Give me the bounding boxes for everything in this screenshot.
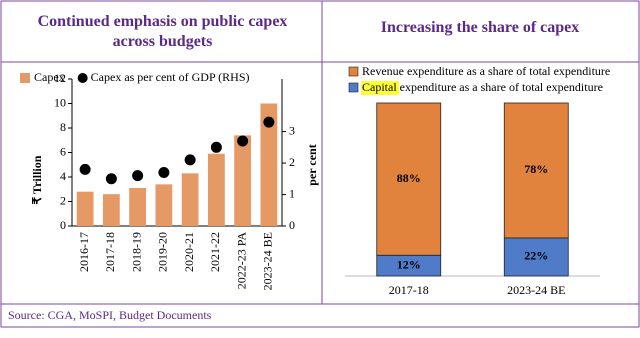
x-tick-label: 2023-24 BE — [507, 283, 565, 297]
bar — [260, 103, 278, 226]
bar — [102, 194, 120, 226]
frame — [0, 0, 640, 328]
bar — [181, 173, 199, 226]
x-tick-label: 2019-20 — [156, 232, 170, 272]
y-tick-label: 4 — [60, 169, 66, 183]
y2-axis-label: per cent — [305, 144, 319, 185]
dot — [263, 116, 275, 128]
x-tick-label: 2021-22 — [208, 232, 222, 272]
legend-swatch — [20, 73, 30, 83]
y2-tick-label: 0 — [289, 218, 295, 232]
x-tick-label: 2022-23 PA — [234, 232, 248, 290]
data-label: 78% — [524, 162, 548, 176]
dot — [210, 141, 222, 153]
legend-label: Capital expenditure as a share of total … — [362, 80, 603, 94]
dot — [132, 170, 144, 182]
y-axis-label: ₹ Trillion — [30, 155, 44, 204]
y-tick-label: 12 — [54, 71, 66, 85]
y-tick-label: 0 — [60, 218, 66, 232]
bar — [207, 153, 225, 226]
y-tick-label: 2 — [60, 193, 66, 207]
bar-segment — [503, 102, 569, 239]
x-tick-label: 2023-24 BE — [261, 232, 275, 290]
legend-label: Capex — [34, 70, 65, 84]
highlight — [361, 81, 399, 95]
source: Source: CGA, MoSPI, Budget Documents — [8, 308, 212, 322]
y2-tick-label: 3 — [289, 123, 295, 137]
legend-swatch — [77, 73, 88, 83]
bar — [129, 188, 147, 226]
y2-tick-label: 1 — [289, 186, 295, 200]
bar — [76, 191, 94, 226]
bar-segment — [503, 237, 569, 277]
chart-title: Increasing the share of capex — [380, 19, 580, 36]
x-tick-label: 2018-19 — [129, 232, 143, 272]
legend-swatch — [348, 66, 359, 77]
x-tick-label: 2017-18 — [103, 232, 117, 272]
data-label: 22% — [524, 249, 548, 263]
legend-swatch — [348, 82, 359, 93]
dot — [237, 135, 249, 147]
x-tick-label: 2016-17 — [77, 232, 91, 272]
x-tick-label: 2017-18 — [389, 283, 429, 297]
bar — [234, 135, 252, 226]
y-tick-label: 8 — [60, 120, 66, 134]
dot — [184, 154, 196, 166]
chart-title: Continued emphasis on public capex acros… — [37, 13, 288, 50]
dot — [79, 163, 91, 175]
y-tick-label: 6 — [60, 144, 66, 158]
dot — [158, 166, 170, 178]
data-label: 88% — [397, 171, 421, 185]
legend-label: Revenue expenditure as a share of total … — [362, 64, 610, 78]
data-label: 12% — [397, 257, 421, 271]
y2-tick-label: 2 — [289, 155, 295, 169]
legend-label: Capex as per cent of GDP (RHS) — [91, 70, 250, 84]
y-tick-label: 10 — [54, 95, 66, 109]
dot — [105, 173, 117, 185]
bar-segment — [376, 102, 442, 256]
x-tick-label: 2020-21 — [182, 232, 196, 272]
bar — [155, 184, 173, 226]
